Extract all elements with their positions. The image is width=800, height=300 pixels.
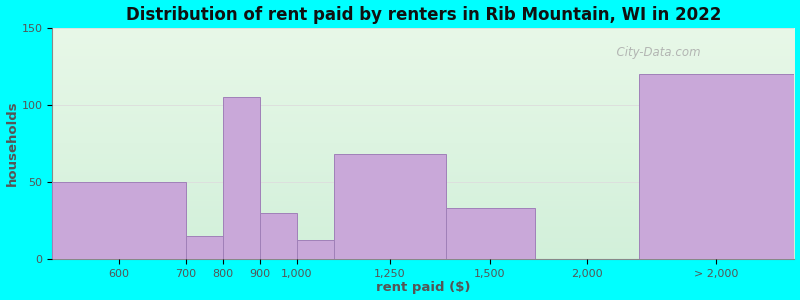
Bar xyxy=(260,213,297,259)
Bar xyxy=(334,154,446,259)
Text: City-Data.com: City-Data.com xyxy=(609,46,701,59)
Y-axis label: households: households xyxy=(6,100,18,186)
X-axis label: rent paid ($): rent paid ($) xyxy=(376,281,470,294)
Bar xyxy=(186,236,223,259)
Bar xyxy=(52,182,186,259)
Bar xyxy=(446,208,534,259)
Bar xyxy=(638,74,794,259)
Bar xyxy=(297,241,334,259)
Title: Distribution of rent paid by renters in Rib Mountain, WI in 2022: Distribution of rent paid by renters in … xyxy=(126,6,721,24)
Bar xyxy=(223,97,260,259)
